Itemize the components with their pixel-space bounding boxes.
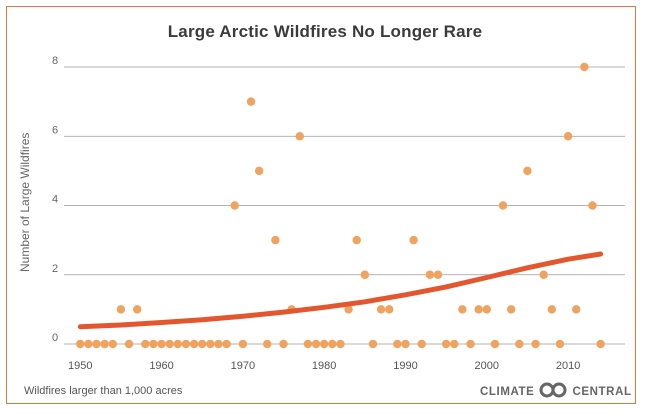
- data-point: [498, 201, 508, 210]
- data-point: [409, 235, 418, 245]
- y-tick-label: 8: [52, 55, 58, 67]
- data-point: [360, 270, 370, 279]
- data-point: [555, 339, 565, 349]
- data-point: [271, 235, 280, 245]
- data-point: [588, 201, 597, 210]
- data-point: [425, 270, 435, 279]
- data-point: [141, 339, 150, 349]
- data-point: [441, 339, 451, 349]
- data-point: [376, 305, 386, 314]
- brand-logo: CLIMATE CENTRAL: [480, 382, 632, 401]
- y-tick-label: 6: [52, 124, 58, 136]
- data-point: [490, 339, 500, 349]
- brand-text-left: CLIMATE: [480, 385, 535, 398]
- data-point: [401, 339, 410, 349]
- data-point: [531, 339, 540, 349]
- data-point: [189, 339, 199, 349]
- data-point: [572, 305, 581, 314]
- y-tick-label: 2: [52, 263, 58, 275]
- data-point: [116, 305, 126, 314]
- data-point: [319, 339, 329, 349]
- trend-line: [77, 251, 604, 330]
- data-point: [238, 339, 248, 349]
- data-point: [124, 339, 134, 349]
- data-point: [198, 339, 207, 349]
- data-point: [539, 270, 548, 279]
- data-point: [450, 339, 459, 349]
- data-point: [263, 339, 272, 349]
- y-tick-label: 0: [52, 332, 58, 344]
- x-tick-label: 1950: [68, 360, 92, 372]
- brand-text-right: CENTRAL: [572, 385, 632, 398]
- climate-central-logo-icon: [538, 382, 568, 401]
- data-point: [246, 97, 256, 106]
- data-point: [368, 339, 378, 349]
- data-point: [385, 305, 394, 314]
- data-point: [580, 62, 589, 72]
- data-point: [157, 339, 166, 349]
- footnote: Wildfires larger than 1,000 acres: [24, 385, 183, 397]
- x-tick-label: 1970: [231, 360, 255, 372]
- data-point: [181, 339, 191, 349]
- data-point: [344, 305, 353, 314]
- data-point: [328, 339, 337, 349]
- data-point: [482, 305, 491, 314]
- data-point: [466, 339, 475, 349]
- data-point: [254, 166, 264, 176]
- data-point: [108, 339, 117, 349]
- data-point: [279, 339, 288, 349]
- data-point: [222, 339, 231, 349]
- data-point: [149, 339, 158, 349]
- data-point: [173, 339, 183, 349]
- data-point: [132, 305, 142, 314]
- data-point: [596, 339, 605, 349]
- data-point: [295, 132, 304, 141]
- data-point: [214, 339, 223, 349]
- data-point: [92, 339, 101, 349]
- data-point: [76, 339, 85, 349]
- data-point: [506, 305, 516, 314]
- x-tick-label: 2010: [556, 360, 580, 372]
- chart-frame: [6, 6, 636, 404]
- data-point: [515, 339, 524, 349]
- data-point: [100, 339, 109, 349]
- data-point: [206, 339, 215, 349]
- x-tick-label: 1960: [149, 360, 173, 372]
- data-point: [547, 305, 557, 314]
- data-point: [458, 305, 467, 314]
- data-point: [523, 166, 532, 176]
- data-point: [84, 339, 93, 349]
- data-point: [417, 339, 426, 349]
- data-point: [303, 339, 313, 349]
- chart-title: Large Arctic Wildfires No Longer Rare: [167, 22, 483, 41]
- data-point: [433, 270, 443, 279]
- x-tick-label: 1990: [393, 360, 417, 372]
- data-point: [393, 339, 402, 349]
- data-point: [352, 235, 361, 245]
- data-point: [474, 305, 483, 314]
- x-tick-label: 2000: [475, 360, 499, 372]
- data-point: [336, 339, 345, 349]
- x-tick-label: 1980: [312, 360, 336, 372]
- y-tick-label: 4: [52, 194, 58, 206]
- data-point: [563, 132, 573, 141]
- data-point: [311, 339, 321, 349]
- data-point: [165, 339, 174, 349]
- data-point: [230, 201, 239, 210]
